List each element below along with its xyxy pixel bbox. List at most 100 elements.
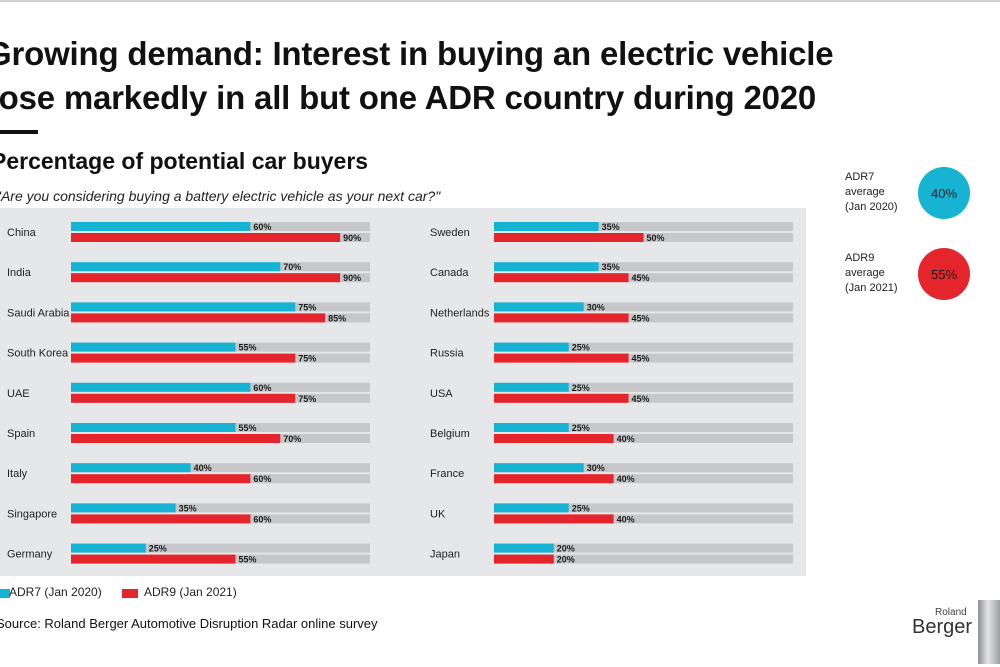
value-label-adr9-singapore: 60%: [253, 514, 271, 524]
page-title: Growing demand: Interest in buying an el…: [0, 32, 996, 120]
top-rule: [0, 0, 1000, 2]
bar-track-adr7-belgium: [494, 423, 793, 432]
bar-adr9-france: [494, 474, 614, 484]
value-label-adr9-sweden: 50%: [647, 233, 665, 243]
bar-adr9-italy: [71, 474, 251, 484]
value-label-adr9-uae: 75%: [298, 394, 316, 404]
adr9-average-line3: (Jan 2021): [845, 282, 898, 294]
adr7-average-line1: ADR7: [845, 171, 875, 183]
value-label-adr9-russia: 45%: [632, 354, 650, 364]
bar-adr9-canada: [494, 273, 629, 283]
value-label-adr7-japan: 20%: [557, 544, 575, 554]
bar-adr7-uk: [494, 503, 569, 513]
bar-adr7-china: [71, 222, 251, 231]
bar-adr9-spain: [71, 434, 281, 443]
value-label-adr7-south-korea: 55%: [238, 343, 256, 353]
source-note: Source: Roland Berger Automotive Disrupt…: [0, 616, 378, 631]
legend-label-adr7: ADR7 (Jan 2020): [9, 585, 102, 599]
bar-track-adr7-usa: [494, 382, 793, 392]
bar-adr7-uae: [71, 382, 251, 392]
bar-track-adr7-uk: [494, 503, 793, 513]
value-label-adr9-china: 90%: [343, 233, 361, 243]
bar-track-adr7-netherlands: [494, 302, 793, 312]
category-label-spain: Spain: [7, 428, 35, 440]
adr9-average-value: 55%: [930, 266, 958, 282]
value-label-adr9-saudi-arabia: 85%: [328, 313, 346, 323]
category-label-france: France: [430, 468, 464, 480]
bar-track-adr9-netherlands: [494, 313, 793, 323]
bar-adr7-belgium: [494, 423, 569, 432]
bar-track-adr7-germany: [71, 543, 370, 553]
value-label-adr7-germany: 25%: [149, 544, 167, 554]
value-label-adr9-netherlands: 45%: [632, 313, 650, 323]
value-label-adr7-canada: 35%: [602, 262, 620, 272]
bar-adr9-saudi-arabia: [71, 313, 326, 323]
chart-subtitle: Percentage of potential car buyers: [0, 148, 369, 174]
category-label-china: China: [7, 227, 37, 239]
value-label-adr7-uae: 60%: [253, 383, 271, 393]
value-label-adr7-russia: 25%: [572, 343, 590, 353]
adr7-average-label: ADR7 average (Jan 2020): [845, 170, 898, 215]
value-label-adr9-canada: 45%: [632, 273, 650, 283]
value-label-adr9-germany: 55%: [238, 555, 256, 565]
adr7-average-line2: average: [845, 186, 885, 198]
value-label-adr9-usa: 45%: [632, 394, 650, 404]
value-label-adr9-italy: 60%: [253, 474, 271, 484]
value-label-adr7-india: 70%: [283, 262, 301, 272]
bar-adr9-uk: [494, 514, 614, 524]
adr9-average-line2: average: [845, 267, 885, 279]
bar-adr7-canada: [494, 262, 599, 272]
adr9-average-circle: 55%: [918, 248, 970, 300]
bar-adr9-china: [71, 233, 341, 242]
value-label-adr9-belgium: 40%: [617, 434, 635, 444]
bar-track-adr7-canada: [494, 262, 793, 272]
bar-adr9-india: [71, 273, 341, 283]
brand-logo-bar: [978, 600, 1000, 664]
legend-label-adr9: ADR9 (Jan 2021): [144, 585, 237, 599]
value-label-adr7-spain: 55%: [238, 423, 256, 433]
adr9-average-label: ADR9 average (Jan 2021): [845, 251, 898, 296]
adr7-average-line3: (Jan 2020): [845, 201, 898, 213]
bar-adr7-france: [494, 463, 584, 473]
bar-track-adr9-usa: [494, 393, 793, 403]
category-label-uk: UK: [430, 508, 446, 520]
legend-swatch-adr9: [122, 589, 138, 598]
bar-adr9-uae: [71, 393, 296, 403]
bar-adr9-japan: [494, 554, 554, 564]
brand-logo-line1: Roland: [935, 607, 967, 618]
value-label-adr7-france: 30%: [587, 463, 605, 473]
category-label-uae: UAE: [7, 388, 30, 400]
bar-track-adr7-france: [494, 463, 793, 473]
category-label-south-korea: South Korea: [7, 348, 69, 360]
bar-track-adr7-sweden: [494, 222, 793, 231]
value-label-adr7-netherlands: 30%: [587, 302, 605, 312]
bar-adr7-usa: [494, 382, 569, 392]
adr7-average-circle: 40%: [918, 167, 970, 219]
bar-adr9-netherlands: [494, 313, 629, 323]
title-line-1: Growing demand: Interest in buying an el…: [0, 35, 834, 72]
category-label-belgium: Belgium: [430, 428, 470, 440]
brand-logo-line2: Berger: [912, 616, 973, 638]
bar-adr7-india: [71, 262, 281, 272]
bar-adr7-japan: [494, 543, 554, 553]
value-label-adr9-india: 90%: [343, 273, 361, 283]
bar-track-adr9-france: [494, 474, 793, 484]
bar-track-adr9-canada: [494, 273, 793, 283]
bar-track-adr7-singapore: [71, 503, 370, 513]
bar-adr9-russia: [494, 353, 629, 363]
bar-track-adr9-russia: [494, 353, 793, 363]
value-label-adr7-usa: 25%: [572, 383, 590, 393]
adr9-average-line1: ADR9: [845, 252, 875, 264]
bar-track-adr9-uk: [494, 514, 793, 524]
bar-track-adr7-russia: [494, 342, 793, 352]
value-label-adr7-italy: 40%: [194, 463, 212, 473]
bar-adr7-netherlands: [494, 302, 584, 312]
bar-adr7-singapore: [71, 503, 176, 513]
bar-adr9-belgium: [494, 434, 614, 443]
category-label-germany: Germany: [7, 549, 53, 561]
bar-adr9-singapore: [71, 514, 251, 524]
category-label-usa: USA: [430, 388, 453, 400]
adr7-average-value: 40%: [930, 185, 958, 201]
category-label-netherlands: Netherlands: [430, 307, 490, 319]
